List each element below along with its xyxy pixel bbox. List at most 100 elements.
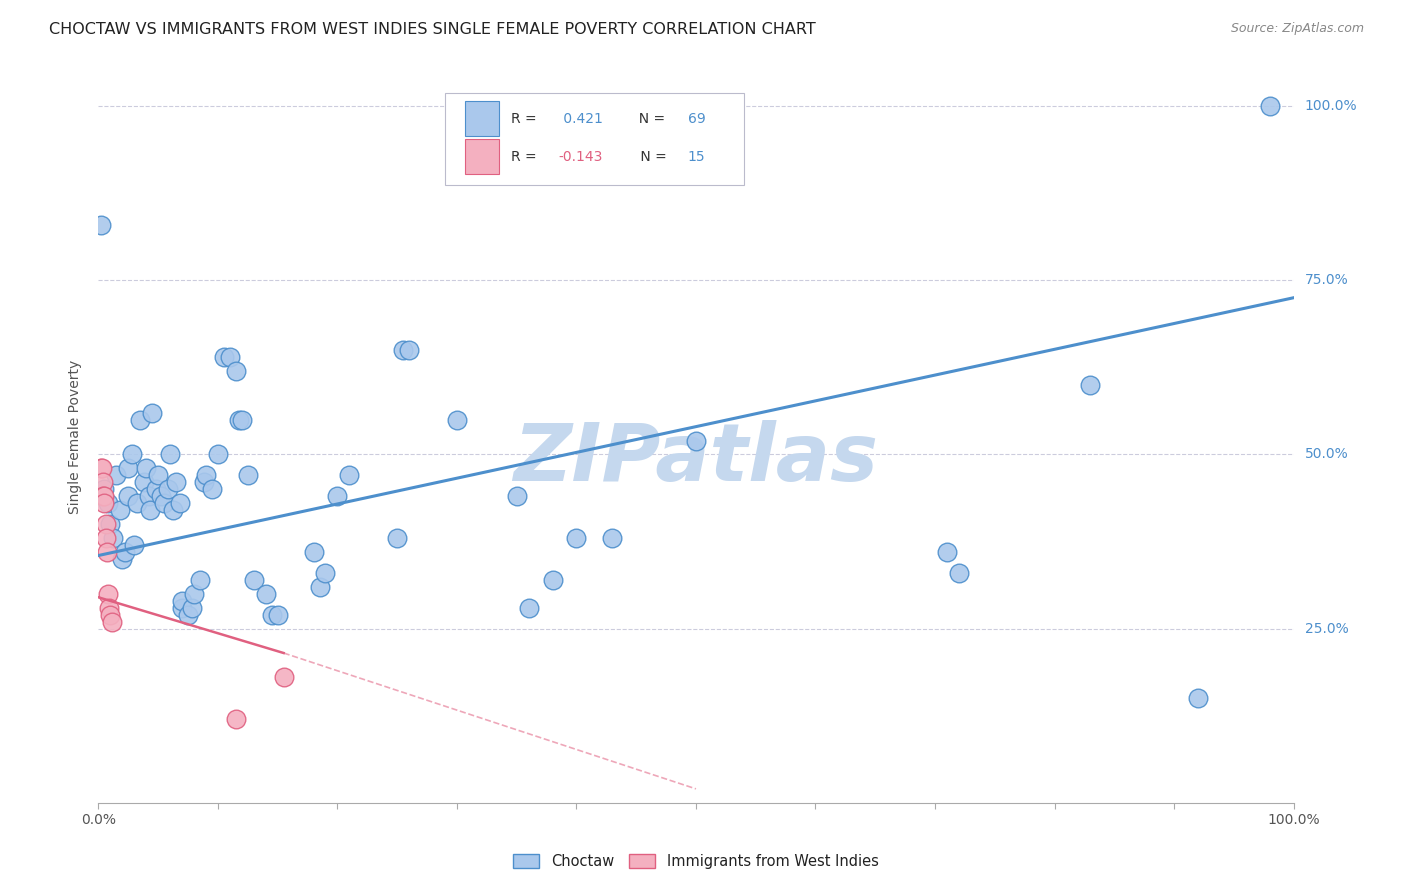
Point (194, 468, 217, 483)
Text: 69: 69 (688, 112, 706, 126)
Point (193, 475, 215, 490)
Point (260, 607, 283, 622)
Point (91, 475, 114, 490)
Text: N =: N = (636, 150, 671, 164)
Point (243, 573, 266, 587)
Point (1187, 691, 1209, 706)
Text: ZIPatlas: ZIPatlas (513, 420, 879, 498)
Point (97, 587, 120, 601)
Point (93, 496, 115, 510)
Text: 25.0%: 25.0% (1305, 622, 1348, 636)
Text: 0.421: 0.421 (558, 112, 602, 126)
Point (148, 468, 170, 483)
Point (98, 607, 122, 622)
Point (267, 607, 290, 622)
Text: 100.0%: 100.0% (1305, 99, 1357, 113)
Point (96, 545, 118, 559)
Point (326, 489, 349, 503)
Point (219, 350, 242, 364)
Point (1258, 99, 1281, 113)
Text: 50.0%: 50.0% (1305, 448, 1348, 461)
Point (156, 483, 179, 497)
Point (337, 468, 360, 483)
Point (446, 412, 468, 426)
Point (94, 531, 117, 545)
Text: CHOCTAW VS IMMIGRANTS FROM WEST INDIES SINGLE FEMALE POVERTY CORRELATION CHART: CHOCTAW VS IMMIGRANTS FROM WEST INDIES S… (49, 22, 815, 37)
Point (129, 412, 152, 426)
Point (392, 343, 415, 357)
Point (94, 517, 117, 532)
Point (108, 503, 131, 517)
Point (132, 475, 155, 490)
Point (93, 489, 115, 503)
Legend: Choctaw, Immigrants from West Indies: Choctaw, Immigrants from West Indies (513, 854, 879, 869)
Text: 15: 15 (688, 150, 706, 164)
Point (308, 580, 330, 594)
Point (600, 531, 623, 545)
Point (225, 364, 247, 378)
Point (90, 218, 112, 232)
Point (90, 461, 112, 475)
Point (145, 483, 167, 497)
Point (506, 489, 529, 503)
Text: -0.143: -0.143 (558, 150, 603, 164)
Point (172, 594, 194, 608)
Point (398, 343, 420, 357)
Point (254, 587, 277, 601)
Point (565, 531, 588, 545)
Point (98, 517, 122, 532)
Point (273, 670, 295, 684)
Point (117, 489, 139, 503)
Point (114, 545, 136, 559)
Point (315, 566, 337, 580)
Point (100, 615, 122, 629)
Point (541, 573, 564, 587)
Point (231, 412, 253, 426)
Point (117, 461, 139, 475)
Text: Source: ZipAtlas.com: Source: ZipAtlas.com (1230, 22, 1364, 36)
Point (141, 406, 163, 420)
Point (138, 489, 160, 503)
Point (124, 538, 146, 552)
Point (93, 483, 115, 497)
Point (188, 573, 211, 587)
Point (685, 434, 707, 448)
Point (91, 461, 114, 475)
Point (139, 503, 162, 517)
Point (98, 600, 121, 615)
Point (517, 600, 540, 615)
Text: R =: R = (510, 150, 541, 164)
Point (207, 448, 229, 462)
Point (228, 412, 250, 426)
Point (153, 496, 176, 510)
Point (948, 566, 970, 580)
Bar (465, 139, 499, 175)
Point (177, 607, 200, 622)
Point (165, 475, 187, 490)
Point (105, 468, 128, 483)
Point (101, 531, 124, 545)
Point (162, 503, 184, 517)
Point (111, 552, 134, 566)
Bar (465, 102, 499, 136)
Point (125, 496, 148, 510)
Text: R =: R = (510, 112, 541, 126)
Text: N =: N = (630, 112, 669, 126)
Point (135, 461, 157, 475)
Point (225, 712, 247, 726)
Point (149, 489, 172, 503)
Point (97, 496, 120, 510)
Point (169, 496, 191, 510)
Point (172, 600, 194, 615)
Point (180, 600, 202, 615)
Point (236, 468, 259, 483)
Point (385, 531, 409, 545)
Point (91, 489, 114, 503)
Point (201, 483, 224, 497)
Point (183, 587, 205, 601)
FancyBboxPatch shape (444, 94, 744, 185)
Point (159, 448, 181, 462)
Text: 75.0%: 75.0% (1305, 273, 1348, 287)
Point (212, 350, 235, 364)
Point (302, 545, 325, 559)
